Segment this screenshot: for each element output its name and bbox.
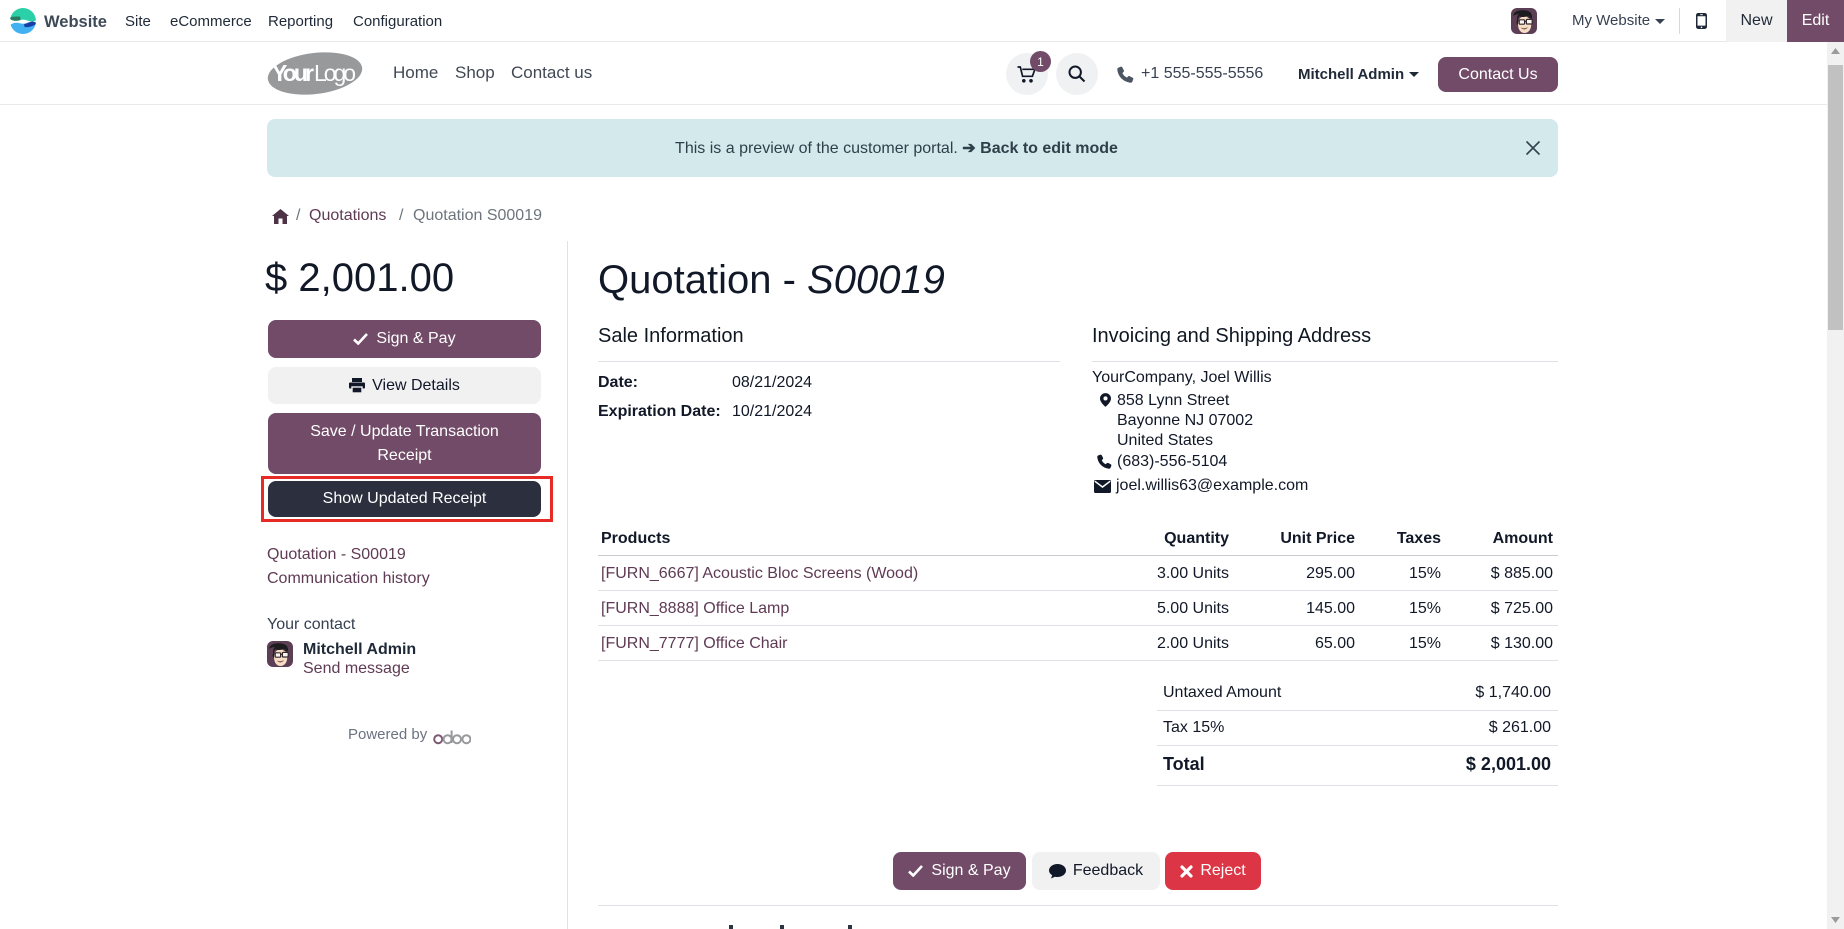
svg-text:Your: Your (272, 60, 314, 86)
svg-text:Logo: Logo (314, 60, 356, 86)
